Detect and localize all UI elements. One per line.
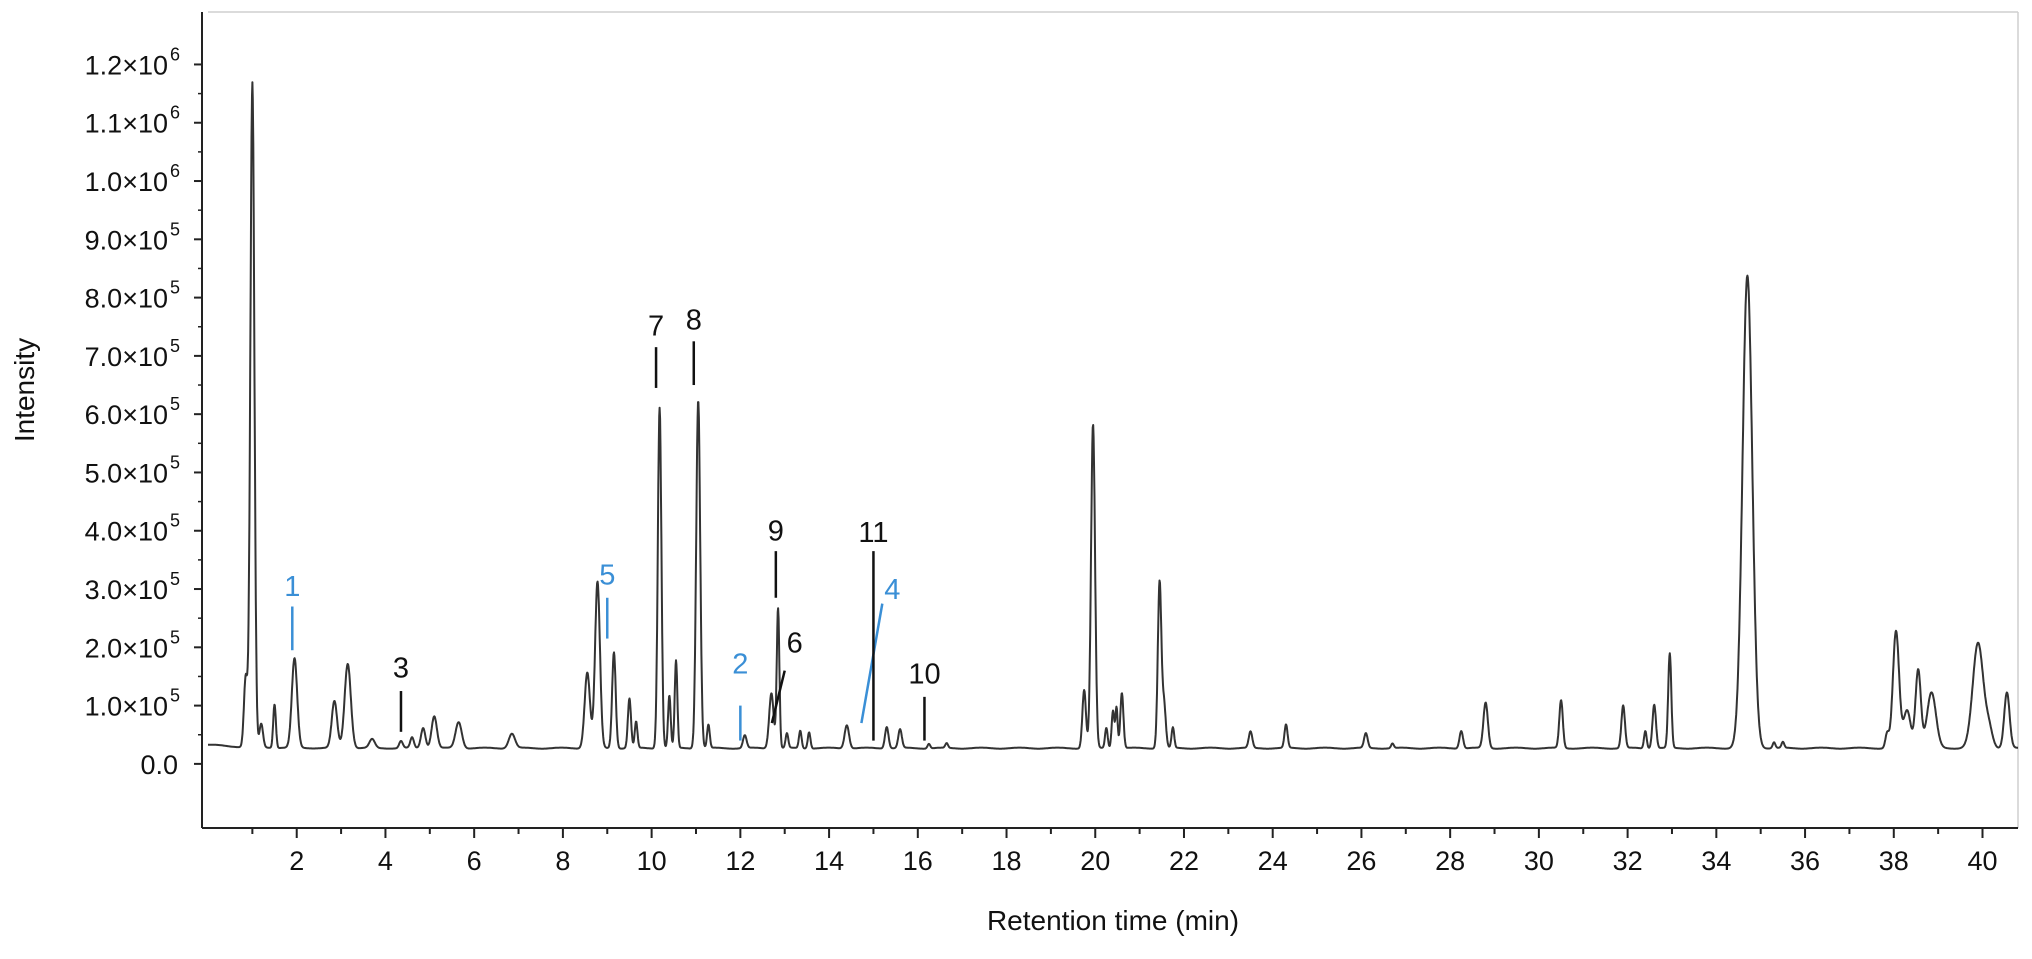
annotation-marker (860, 603, 884, 724)
x-tick-label: 30 (1524, 846, 1554, 876)
y-tick-exponent: 5 (170, 511, 180, 531)
x-tick-label: 24 (1258, 846, 1288, 876)
annotation-marker (770, 670, 786, 724)
chromatogram-trace (207, 81, 2019, 750)
x-tick-label: 20 (1080, 846, 1110, 876)
y-tick-label: 1.2×10 (85, 50, 168, 80)
x-tick-label: 14 (814, 846, 844, 876)
x-axis-title: Retention time (min) (987, 905, 1239, 936)
y-tick-label: 1.0×10 (85, 167, 168, 197)
y-tick-label: 5.0×10 (85, 458, 168, 488)
x-tick-label: 26 (1346, 846, 1376, 876)
y-tick-exponent: 6 (170, 161, 180, 181)
y-tick-label: 8.0×10 (85, 284, 168, 314)
y-tick-label: 3.0×10 (85, 575, 168, 605)
x-tick-label: 8 (555, 846, 570, 876)
x-tick-label: 6 (467, 846, 482, 876)
x-axis: 2 4 6 8 10 12 14 16 18 20 22 24 26 28 30 32 34 36 38 40 (202, 827, 2018, 876)
x-tick-label: 10 (637, 846, 667, 876)
y-axis-title: Intensity (9, 338, 40, 442)
y-axis: 0.01.0×10 52.0×10 53.0×10 54.0×10 55.0×10 56.… (85, 12, 203, 828)
chromatogram-trace-group (207, 81, 2019, 750)
x-tick-label: 32 (1613, 846, 1643, 876)
y-tick-exponent: 5 (170, 336, 180, 356)
y-tick-label: 1.1×10 (85, 109, 168, 139)
x-tick-label: 28 (1435, 846, 1465, 876)
y-tick-label: 2.0×10 (85, 633, 168, 663)
y-tick-exponent: 5 (170, 452, 180, 472)
x-tick-label: 36 (1790, 846, 1820, 876)
annotation-label: 11 (858, 517, 888, 549)
x-tick-label: 4 (378, 846, 393, 876)
y-tick-exponent: 5 (170, 278, 180, 298)
x-tick-label: 34 (1701, 846, 1731, 876)
x-tick-label: 2 (289, 846, 304, 876)
plot-frame (208, 11, 2019, 828)
x-tick-label: 18 (992, 846, 1022, 876)
y-tick-label: 1.0×10 (85, 692, 168, 722)
y-tick-exponent: 5 (170, 219, 180, 239)
x-tick-label: 22 (1169, 846, 1199, 876)
y-tick-exponent: 5 (170, 394, 180, 414)
y-tick-label: 9.0×10 (85, 225, 168, 255)
annotation-label: 2 (732, 649, 748, 681)
x-tick-label: 12 (725, 846, 755, 876)
x-tick-label: 16 (903, 846, 933, 876)
annotation-label: 9 (768, 516, 784, 548)
peak-annotations: 1 2 3 4 5 6 7 8 9 10 11 (284, 305, 941, 741)
annotation-label: 10 (908, 659, 940, 691)
annotation-label: 1 (284, 571, 300, 603)
annotation-label: 7 (648, 311, 664, 343)
x-tick-label: 38 (1879, 846, 1909, 876)
y-tick-label: 0.0 (140, 750, 178, 780)
y-tick-exponent: 5 (170, 569, 180, 589)
y-tick-exponent: 5 (170, 627, 180, 647)
annotation-label: 3 (393, 653, 409, 685)
y-tick-label: 7.0×10 (85, 342, 168, 372)
annotation-label: 5 (599, 559, 615, 591)
y-tick-label: 6.0×10 (85, 400, 168, 430)
annotation-label: 4 (884, 574, 900, 606)
annotation-label: 6 (787, 628, 803, 660)
y-tick-exponent: 6 (170, 103, 180, 123)
y-tick-exponent: 6 (170, 44, 180, 64)
x-tick-label: 40 (1967, 846, 1997, 876)
y-tick-exponent: 5 (170, 686, 180, 706)
y-tick-label: 4.0×10 (85, 517, 168, 547)
annotation-label: 8 (686, 305, 702, 337)
